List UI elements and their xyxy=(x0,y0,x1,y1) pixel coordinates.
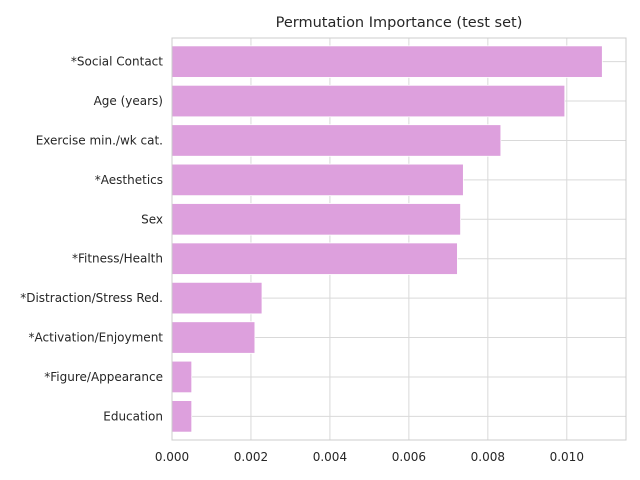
x-tick-label: 0.000 xyxy=(155,450,189,464)
y-tick-label: *Social Contact xyxy=(71,55,163,69)
x-tick-label: 0.006 xyxy=(392,450,426,464)
plot-frame xyxy=(171,37,627,441)
bar xyxy=(171,281,263,315)
bar xyxy=(171,400,193,433)
y-tick-label: *Aesthetics xyxy=(95,173,163,187)
x-tick-label: 0.002 xyxy=(234,450,268,464)
y-tick-label: *Figure/Appearance xyxy=(44,370,163,384)
y-tick-label: Sex xyxy=(141,212,163,226)
y-tick-labels: *Social Contact Age (years) Exercise min./… xyxy=(20,55,163,424)
bar xyxy=(171,203,461,236)
bar xyxy=(171,360,193,394)
y-tick-label: *Fitness/Health xyxy=(72,252,163,266)
x-tick-labels: 0.000 0.002 0.004 0.006 0.008 0.010 xyxy=(155,450,584,464)
y-tick-label: *Distraction/Stress Red. xyxy=(20,291,163,305)
bar xyxy=(171,242,458,275)
bar xyxy=(171,124,502,157)
y-tick-label: *Activation/Enjoyment xyxy=(29,331,164,345)
x-tick-label: 0.010 xyxy=(550,450,584,464)
x-tick-label: 0.008 xyxy=(471,450,505,464)
bar xyxy=(171,45,603,78)
bar xyxy=(171,84,566,118)
y-tick-label: Exercise min./wk cat. xyxy=(36,133,163,147)
bar xyxy=(171,163,464,197)
y-tick-label: Education xyxy=(103,409,163,423)
bars xyxy=(171,45,603,433)
x-tick-label: 0.004 xyxy=(313,450,347,464)
chart-title: Permutation Importance (test set) xyxy=(276,15,523,31)
y-tick-label: Age (years) xyxy=(94,94,163,108)
bar xyxy=(171,321,256,354)
